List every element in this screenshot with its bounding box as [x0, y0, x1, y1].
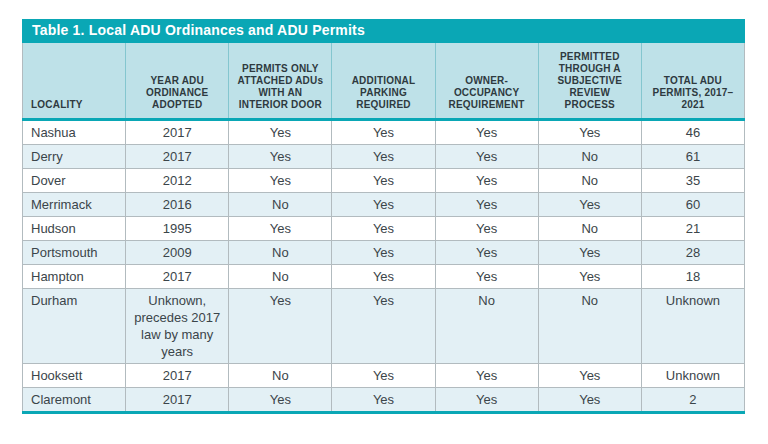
table-row: Hudson1995YesYesYesNo21	[23, 216, 745, 240]
table-cell: Yes	[332, 119, 435, 144]
column-header: PERMITS ONLY ATTACHED ADUs WITH AN INTER…	[229, 43, 332, 119]
table-cell: Unknown	[641, 363, 744, 387]
table-head: LOCALITYYEAR ADU ORDINANCE ADOPTEDPERMIT…	[23, 43, 745, 119]
table-cell: Yes	[332, 192, 435, 216]
table-cell: Yes	[538, 264, 641, 288]
table-row: Dover2012YesYesYesNo35	[23, 168, 745, 192]
table-cell: 2009	[126, 240, 229, 264]
table-cell: Yes	[538, 240, 641, 264]
table-cell: No	[229, 363, 332, 387]
table-row: Claremont2017YesYesYesYes2	[23, 387, 745, 412]
table-row: Hooksett2017NoYesYesYesUnknown	[23, 363, 745, 387]
table-cell: Yes	[435, 240, 538, 264]
table-cell: 2017	[126, 387, 229, 412]
table-cell: Yes	[332, 387, 435, 412]
table-cell: Yes	[538, 387, 641, 412]
table-cell: 2017	[126, 363, 229, 387]
table-cell: No	[538, 216, 641, 240]
locality-cell: Merrimack	[23, 192, 126, 216]
table-cell: 2017	[126, 144, 229, 168]
table-cell: No	[229, 264, 332, 288]
locality-cell: Portsmouth	[23, 240, 126, 264]
table-cell: 18	[641, 264, 744, 288]
column-header: YEAR ADU ORDINANCE ADOPTED	[126, 43, 229, 119]
table-cell: Yes	[435, 264, 538, 288]
table-cell: No	[229, 240, 332, 264]
locality-cell: Durham	[23, 288, 126, 363]
table-cell: 28	[641, 240, 744, 264]
locality-cell: Hampton	[23, 264, 126, 288]
table-cell: Yes	[538, 192, 641, 216]
table-cell: Yes	[435, 144, 538, 168]
table-cell: Yes	[229, 288, 332, 363]
locality-cell: Nashua	[23, 119, 126, 144]
adu-table-container: Table 1. Local ADU Ordinances and ADU Pe…	[22, 19, 745, 414]
header-row: LOCALITYYEAR ADU ORDINANCE ADOPTEDPERMIT…	[23, 43, 745, 119]
table-cell: Yes	[332, 240, 435, 264]
table-cell: Yes	[435, 216, 538, 240]
table-title-bar: Table 1. Local ADU Ordinances and ADU Pe…	[22, 19, 745, 43]
table-cell: Yes	[229, 144, 332, 168]
table-cell: No	[229, 192, 332, 216]
table-cell: Yes	[229, 119, 332, 144]
table-title: Table 1. Local ADU Ordinances and ADU Pe…	[32, 22, 365, 38]
table-row: Derry2017YesYesYesNo61	[23, 144, 745, 168]
table-cell: Yes	[332, 216, 435, 240]
table-cell: Yes	[332, 264, 435, 288]
locality-cell: Hooksett	[23, 363, 126, 387]
table-cell: Unknown	[641, 288, 744, 363]
table-row: Merrimack2016NoYesYesYes60	[23, 192, 745, 216]
table-cell: Yes	[229, 387, 332, 412]
table-cell: Yes	[332, 144, 435, 168]
table-cell: Yes	[229, 168, 332, 192]
locality-cell: Derry	[23, 144, 126, 168]
table-row: Nashua2017YesYesYesYes46	[23, 119, 745, 144]
table-cell: 21	[641, 216, 744, 240]
column-header: LOCALITY	[23, 43, 126, 119]
table-cell: 2017	[126, 119, 229, 144]
table-cell: Yes	[229, 216, 332, 240]
column-header: OWNER-OCCUPANCY REQUIREMENT	[435, 43, 538, 119]
table-cell: Yes	[435, 168, 538, 192]
table-cell: 46	[641, 119, 744, 144]
table-cell: No	[538, 288, 641, 363]
table-cell: 35	[641, 168, 744, 192]
table-body: Nashua2017YesYesYesYes46Derry2017YesYesY…	[23, 119, 745, 412]
table-cell: 2012	[126, 168, 229, 192]
table-cell: 61	[641, 144, 744, 168]
column-header: TOTAL ADU PERMITS, 2017–2021	[641, 43, 744, 119]
table-cell: No	[538, 168, 641, 192]
adu-data-table: LOCALITYYEAR ADU ORDINANCE ADOPTEDPERMIT…	[22, 43, 745, 414]
table-cell: Yes	[435, 119, 538, 144]
table-cell: Unknown, precedes 2017 law by many years	[126, 288, 229, 363]
table-cell: 60	[641, 192, 744, 216]
column-header: PERMITTED THROUGH A SUBJECTIVE REVIEW PR…	[538, 43, 641, 119]
locality-cell: Dover	[23, 168, 126, 192]
table-cell: Yes	[332, 363, 435, 387]
locality-cell: Hudson	[23, 216, 126, 240]
table-cell: 2017	[126, 264, 229, 288]
table-cell: 1995	[126, 216, 229, 240]
table-cell: 2016	[126, 192, 229, 216]
table-row: Hampton2017NoYesYesYes18	[23, 264, 745, 288]
table-cell: 2	[641, 387, 744, 412]
table-row: DurhamUnknown, precedes 2017 law by many…	[23, 288, 745, 363]
table-cell: No	[538, 144, 641, 168]
table-cell: Yes	[435, 387, 538, 412]
table-cell: Yes	[435, 363, 538, 387]
locality-cell: Claremont	[23, 387, 126, 412]
table-cell: Yes	[538, 119, 641, 144]
table-row: Portsmouth2009NoYesYesYes28	[23, 240, 745, 264]
table-cell: Yes	[538, 363, 641, 387]
table-cell: Yes	[332, 288, 435, 363]
table-cell: No	[435, 288, 538, 363]
table-cell: Yes	[332, 168, 435, 192]
table-cell: Yes	[435, 192, 538, 216]
column-header: ADDITIONAL PARKING REQUIRED	[332, 43, 435, 119]
